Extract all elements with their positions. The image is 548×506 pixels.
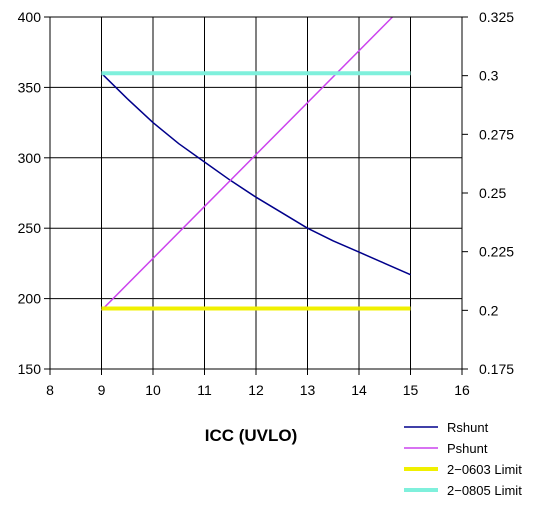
y2-tick-label: 0.3 (479, 68, 499, 84)
y2-tick-label: 0.225 (479, 244, 514, 260)
x-tick-label: 11 (197, 382, 212, 398)
legend-label: Rshunt (447, 420, 489, 435)
x-tick-label: 15 (403, 382, 419, 398)
x-tick-label: 16 (454, 382, 470, 398)
y2-tick-label: 0.2 (479, 302, 499, 318)
series-line-rshunt (100, 72, 411, 276)
legend-label: 2−0805 Limit (447, 483, 522, 498)
y2-tick-label: 0.325 (479, 9, 514, 25)
y2-tick-label: 0.25 (479, 185, 506, 201)
x-tick-label: 13 (300, 382, 316, 398)
x-tick-label: 14 (351, 382, 367, 398)
y-tick-label: 350 (18, 79, 42, 95)
x-tick-label: 12 (248, 382, 264, 398)
x-axis-label: ICC (UVLO) (205, 426, 298, 445)
x-tick-label: 9 (98, 382, 106, 398)
y-tick-label: 200 (18, 291, 42, 307)
legend-label: Pshunt (447, 441, 488, 456)
plot-frame (49, 16, 463, 370)
series-group (100, 16, 411, 311)
y-tick-label: 250 (18, 220, 42, 236)
axes: 8 9 10 11 12 13 14 15 16 150 200 250 300 350 400 0.175 0… (18, 9, 515, 398)
series-line-pshunt (100, 16, 394, 311)
y-tick-label: 400 (18, 9, 42, 25)
y2-tick-label: 0.175 (479, 361, 514, 377)
legend-label: 2−0603 Limit (447, 462, 522, 477)
y-tick-label: 300 (18, 150, 42, 166)
y-tick-label: 150 (18, 361, 42, 377)
legend: Rshunt Pshunt 2−0603 Limit 2−0805 Limit (404, 420, 522, 498)
y2-tick-label: 0.275 (479, 126, 514, 142)
grid (49, 16, 463, 370)
x-tick-label: 10 (145, 382, 161, 398)
x-tick-label: 8 (46, 382, 54, 398)
